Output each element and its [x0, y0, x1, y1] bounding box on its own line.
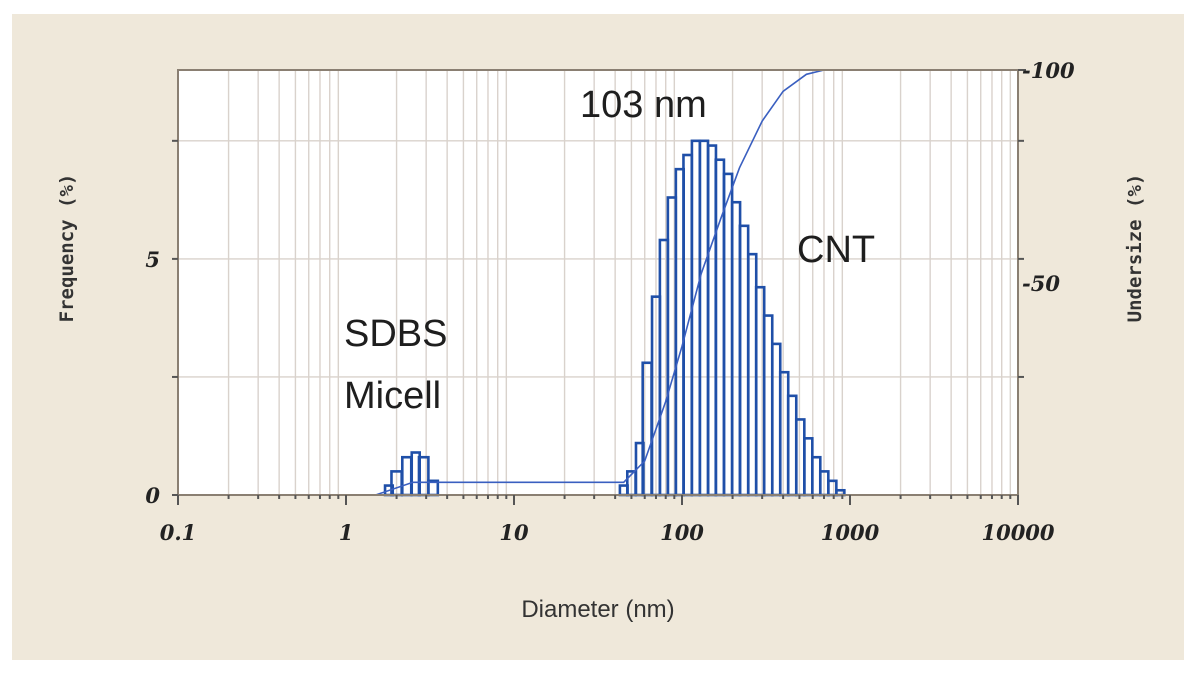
- y-tick-5: 5: [145, 247, 160, 272]
- x-tick-1000: 1000: [821, 520, 880, 545]
- sdbs-annotation: SDBS: [344, 313, 447, 355]
- plot-area: [178, 70, 1018, 495]
- x-tick-0.1: 0.1: [160, 520, 197, 545]
- peak-annotation: 103 nm: [580, 84, 707, 126]
- micell-annotation: Micell: [344, 375, 441, 417]
- cnt-annotation: CNT: [797, 229, 875, 271]
- x-axis-label: Diameter (nm): [521, 596, 674, 623]
- x-tick-10: 10: [499, 520, 529, 545]
- y2-tick-50: -50: [1022, 271, 1060, 296]
- y-tick-0: 0: [145, 483, 160, 508]
- x-tick-100: 100: [660, 520, 704, 545]
- y2-tick-100: -100: [1022, 58, 1075, 83]
- grid: [178, 70, 1018, 495]
- axis-ticks: [172, 69, 1026, 505]
- plot-frame: [177, 69, 1019, 496]
- x-tick-10000: 10000: [981, 520, 1054, 545]
- x-tick-1: 1: [339, 520, 354, 545]
- y-axis-label: Frequency (%): [56, 174, 78, 323]
- undersize-curve: [375, 69, 1018, 496]
- y2-axis-label: Undersize (%): [1124, 174, 1146, 323]
